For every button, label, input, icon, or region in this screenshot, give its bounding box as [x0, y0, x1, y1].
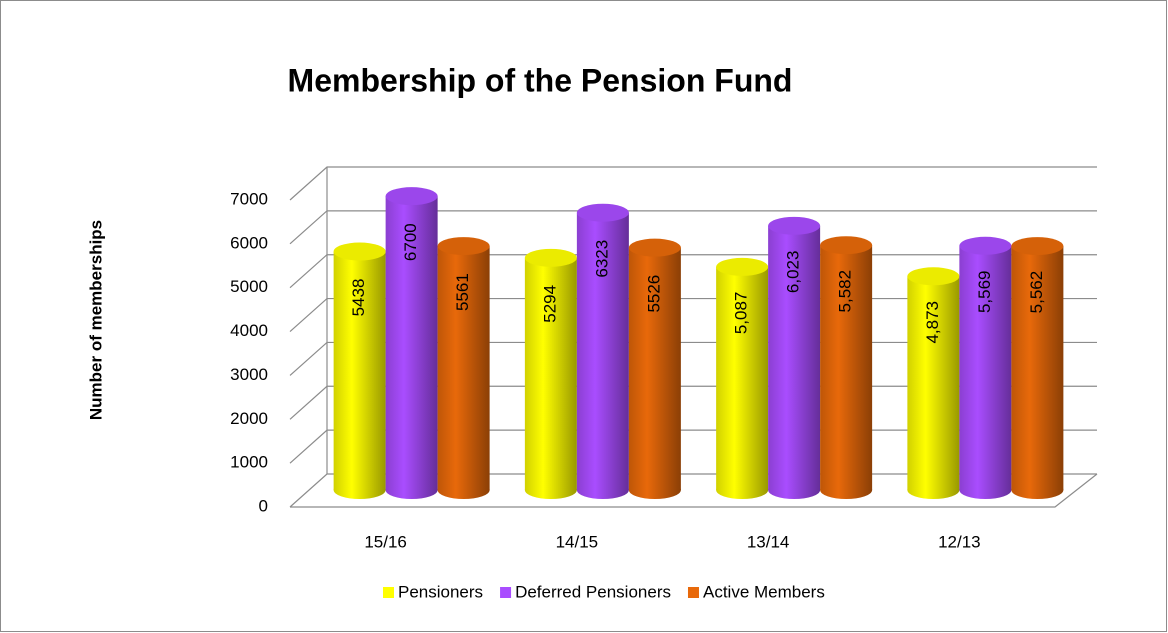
chart-title: Membership of the Pension Fund	[288, 62, 793, 98]
bar	[333, 251, 386, 490]
y-tick-label: 3000	[230, 365, 268, 384]
y-tick-label: 1000	[230, 453, 268, 472]
legend-swatch	[383, 587, 394, 598]
bar	[524, 257, 577, 490]
bar	[385, 196, 438, 490]
bar-top	[333, 242, 386, 261]
bar	[907, 276, 960, 490]
bar	[437, 246, 490, 490]
y-tick-label: 6000	[230, 233, 268, 252]
bar-top	[576, 203, 629, 222]
bar-top	[1011, 237, 1064, 256]
value-label: 5,087	[732, 292, 751, 335]
bar-top	[907, 267, 960, 286]
bar	[628, 247, 681, 490]
bar-top	[524, 248, 577, 267]
legend-label: Deferred Pensioners	[515, 582, 671, 601]
value-label: 5438	[349, 279, 368, 317]
bar-top	[959, 236, 1012, 255]
bar-top	[437, 237, 490, 256]
bar-top	[628, 238, 681, 257]
value-label: 6,023	[784, 251, 803, 294]
value-label: 6323	[592, 240, 611, 278]
bar-top	[385, 187, 438, 206]
value-label: 6700	[401, 223, 420, 261]
bar-top	[768, 216, 821, 235]
legend-label: Pensioners	[398, 582, 483, 601]
value-label: 5526	[644, 275, 663, 313]
legend-swatch	[500, 587, 512, 598]
bar	[716, 266, 769, 490]
value-label: 4,873	[923, 301, 942, 344]
y-tick-label: 0	[259, 496, 268, 515]
x-tick-label: 12/13	[938, 532, 981, 551]
bar-top	[716, 257, 769, 276]
value-label: 5294	[540, 285, 559, 323]
x-tick-label: 15/16	[364, 532, 407, 551]
x-tick-label: 14/15	[556, 532, 599, 551]
bar-top	[820, 236, 873, 255]
floor	[290, 473, 1098, 508]
y-tick-label: 7000	[230, 189, 268, 208]
y-tick-label: 4000	[230, 321, 268, 340]
y-tick-label: 2000	[230, 409, 268, 428]
legend-label: Active Members	[703, 582, 825, 601]
bar	[768, 225, 821, 490]
y-axis-title: Number of memberships	[86, 220, 105, 420]
bar	[820, 245, 873, 490]
value-label: 5,562	[1027, 271, 1046, 314]
y-tick-label: 5000	[230, 277, 268, 296]
bar	[959, 245, 1012, 490]
value-label: 5561	[453, 273, 472, 311]
legend-swatch	[687, 587, 699, 598]
value-label: 5,569	[975, 270, 994, 313]
x-tick-label: 13/14	[747, 532, 790, 551]
bar	[576, 212, 629, 490]
value-label: 5,582	[836, 270, 855, 313]
bar	[1011, 246, 1064, 490]
